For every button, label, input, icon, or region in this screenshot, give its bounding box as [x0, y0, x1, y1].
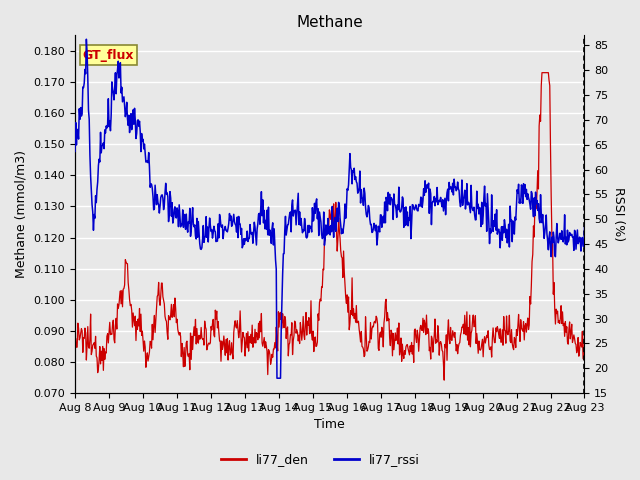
X-axis label: Time: Time [314, 419, 345, 432]
Text: GT_flux: GT_flux [83, 48, 134, 61]
Legend: li77_den, li77_rssi: li77_den, li77_rssi [216, 448, 424, 471]
Title: Methane: Methane [296, 15, 363, 30]
Y-axis label: RSSI (%): RSSI (%) [612, 187, 625, 241]
Y-axis label: Methane (mmol/m3): Methane (mmol/m3) [15, 150, 28, 278]
